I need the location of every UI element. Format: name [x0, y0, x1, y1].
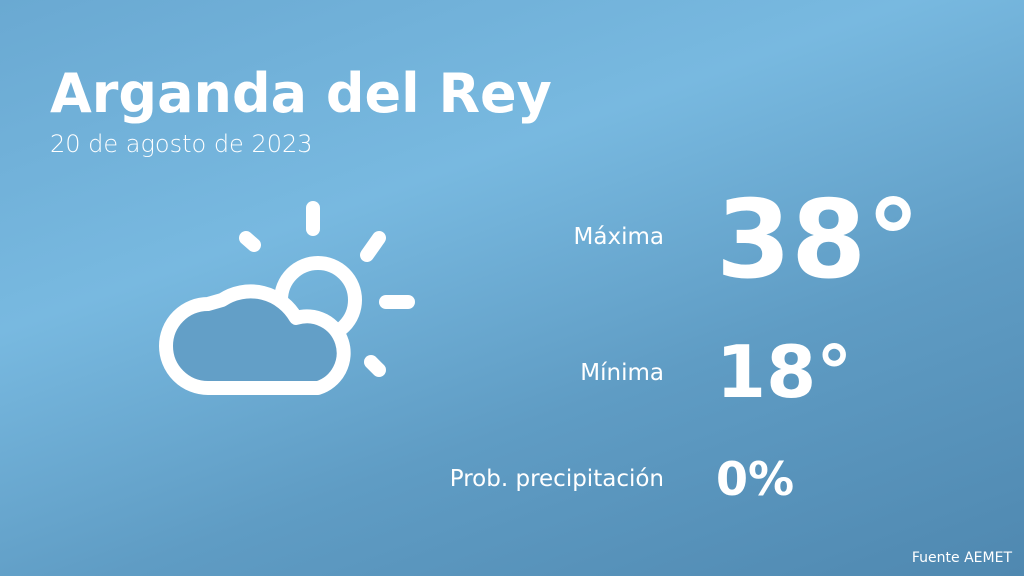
min-label: Mínima [580, 360, 664, 386]
precip-value: 0% [716, 452, 795, 506]
forecast-date: 20 de agosto de 2023 [50, 130, 313, 158]
location-title: Arganda del Rey [50, 62, 552, 125]
min-value: 18° [716, 330, 853, 414]
max-label: Máxima [573, 224, 664, 250]
precip-label: Prob. precipitación [449, 466, 664, 492]
max-value: 38° [716, 178, 921, 303]
source-credit: Fuente AEMET [911, 550, 1012, 566]
